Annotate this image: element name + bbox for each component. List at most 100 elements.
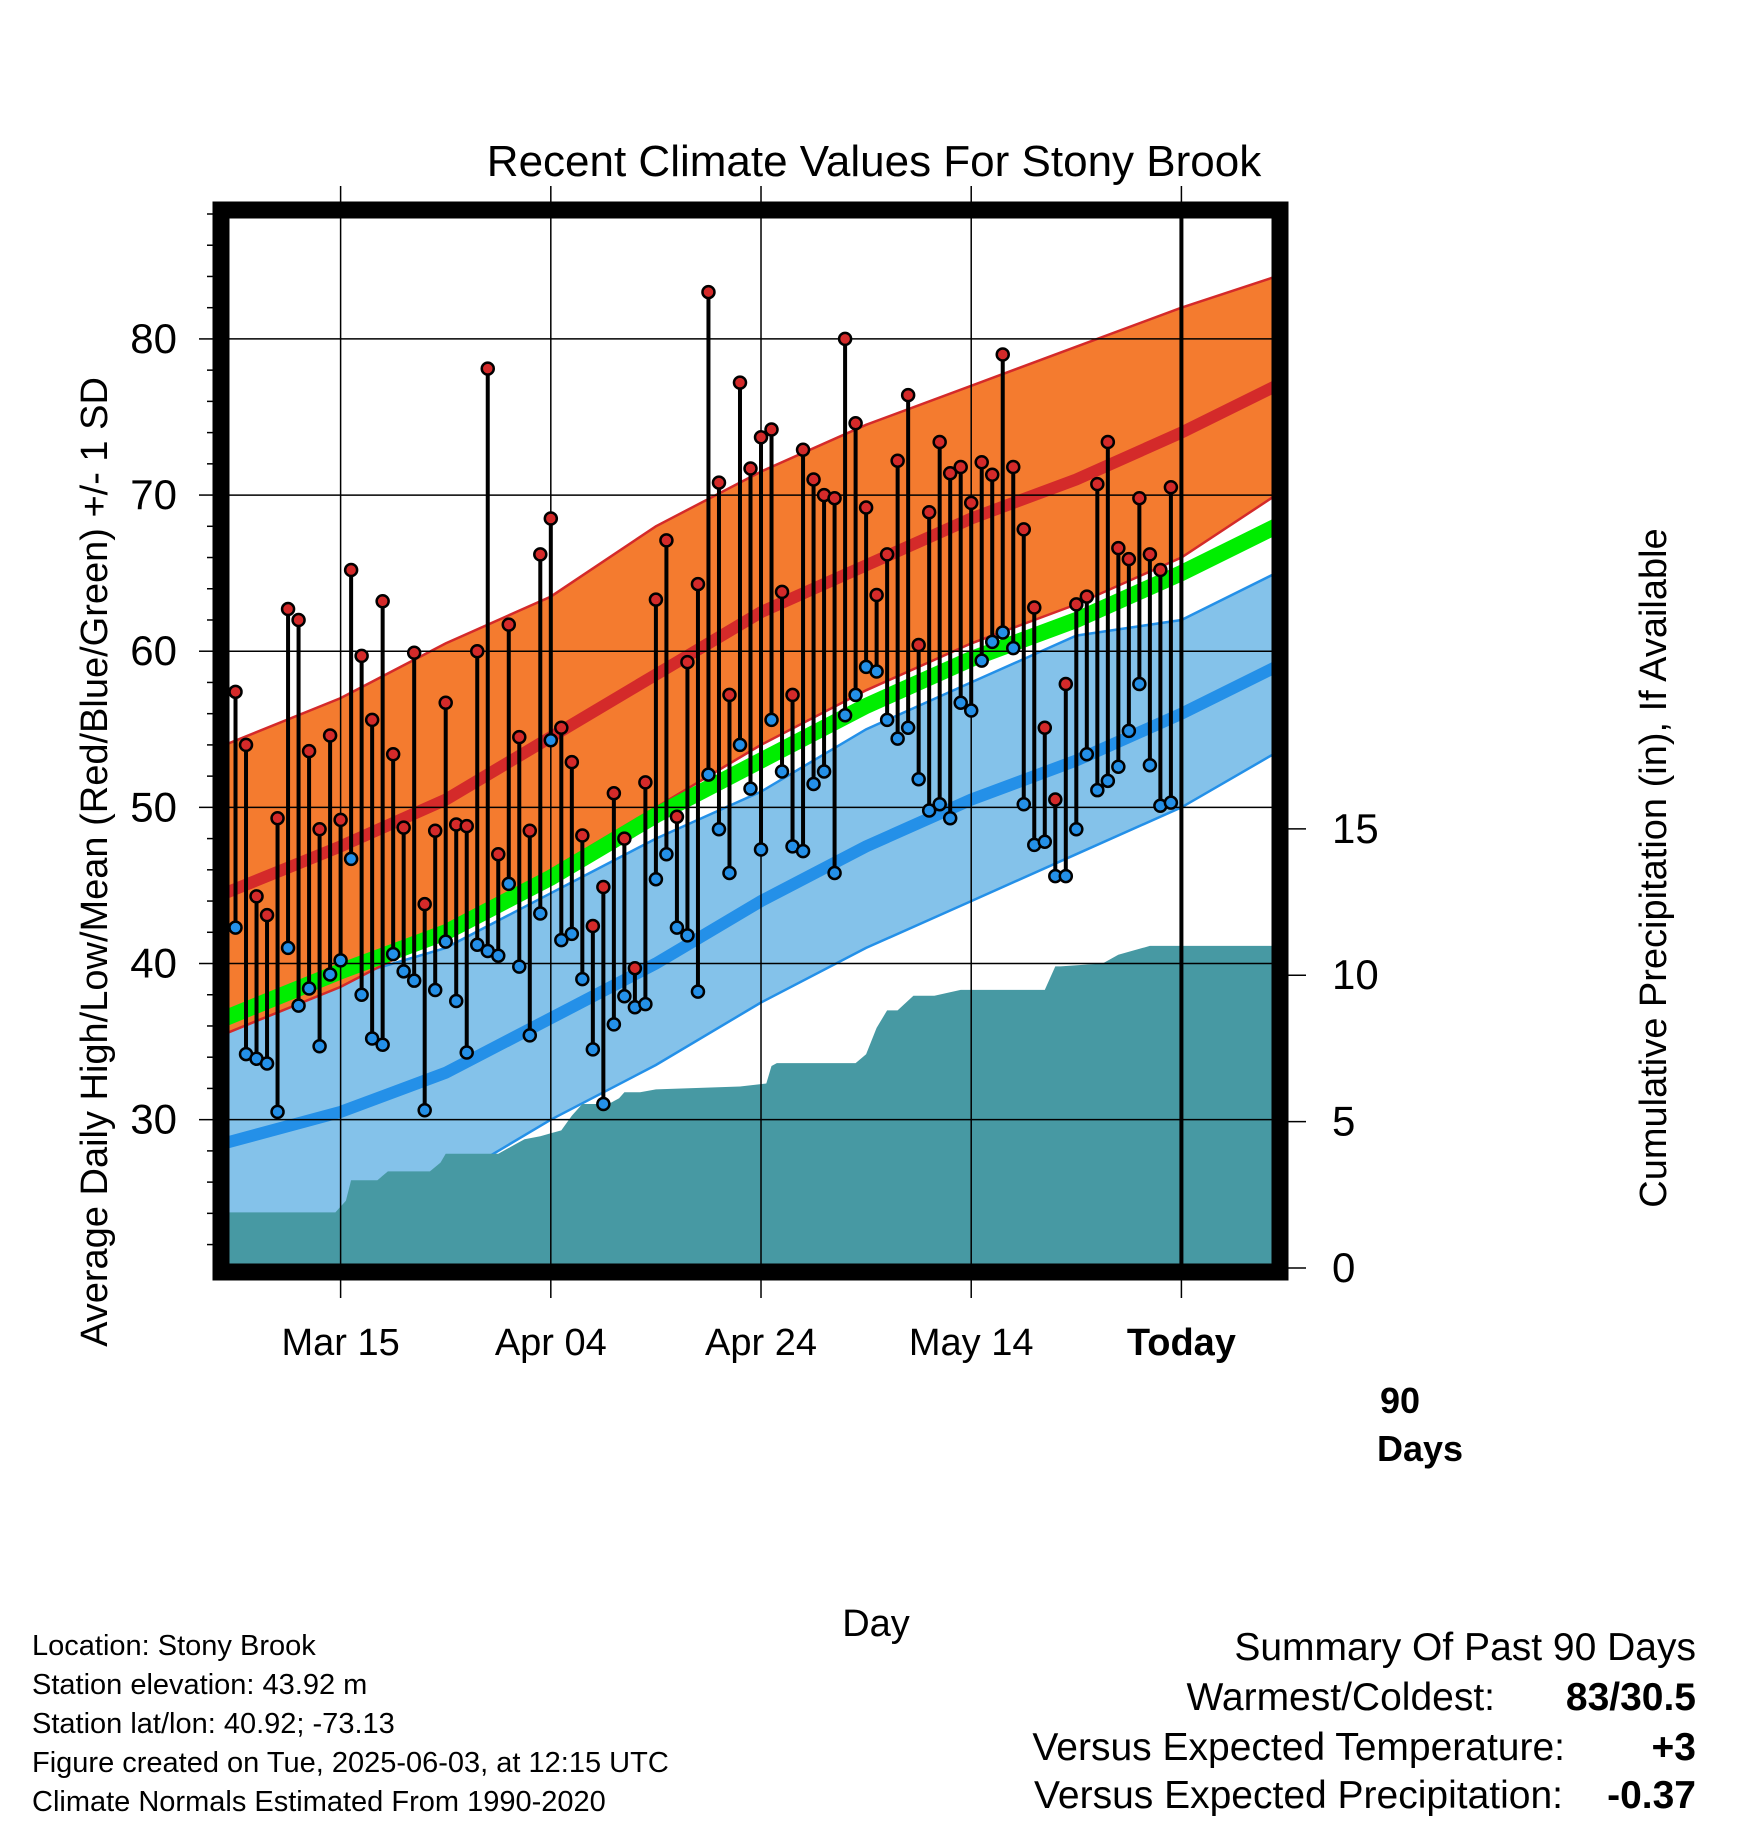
daily-high-point xyxy=(638,775,653,790)
daily-high-point xyxy=(280,601,296,617)
summary-temp-value: +3 xyxy=(1652,1726,1696,1769)
daily-low-point xyxy=(1100,773,1116,789)
daily-high-point xyxy=(1090,476,1105,492)
summary-precip-label: Versus Expected Precipitation: xyxy=(1034,1774,1563,1817)
daily-low-point xyxy=(1121,723,1137,739)
daily-low-point xyxy=(743,781,758,796)
daily-high-point xyxy=(627,960,643,976)
daily-low-point xyxy=(953,695,968,710)
daily-high-point xyxy=(837,331,853,347)
daily-high-point xyxy=(491,846,506,862)
daily-high-point xyxy=(354,648,369,664)
station-info: Location: Stony Brook Station elevation:… xyxy=(32,1630,669,1818)
daily-high-point xyxy=(596,879,611,895)
daily-low-point xyxy=(1090,782,1105,798)
daily-low-point xyxy=(638,996,653,1012)
daily-low-point xyxy=(1006,640,1021,656)
chart-title: Recent Climate Values For Stony Brook xyxy=(487,137,1262,186)
daily-low-point xyxy=(1163,795,1179,810)
daily-low-point xyxy=(343,851,359,867)
daily-low-point xyxy=(322,967,338,982)
daily-low-point xyxy=(974,653,989,668)
y-axis-title: Average Daily High/Low/Mean (Red/Blue/Gr… xyxy=(74,377,116,1347)
summary-precip-value: -0.37 xyxy=(1607,1774,1696,1817)
daily-low-point xyxy=(491,948,506,963)
daily-high-point xyxy=(1006,459,1021,475)
daily-high-point xyxy=(270,811,285,826)
x-tick-label: Apr 04 xyxy=(495,1322,607,1364)
daily-low-point xyxy=(554,932,569,948)
daily-high-point xyxy=(617,831,632,846)
daily-high-point xyxy=(984,467,1000,483)
daily-low-point xyxy=(911,772,926,787)
daily-low-point xyxy=(932,796,947,812)
daily-low-point xyxy=(522,1028,538,1043)
x-tick-label: Mar 15 xyxy=(281,1322,399,1364)
daily-high-point xyxy=(1132,490,1147,506)
daily-low-point xyxy=(606,1017,622,1032)
daily-high-point xyxy=(228,684,243,700)
daily-high-point xyxy=(869,587,884,603)
x-tick-label: Today xyxy=(1127,1322,1236,1364)
daily-low-point xyxy=(879,712,895,728)
daily-low-point xyxy=(512,959,527,974)
daily-low-point xyxy=(690,984,706,999)
daily-low-point xyxy=(921,803,937,818)
y-tick-label: 50 xyxy=(130,783,177,830)
daily-low-point xyxy=(333,953,348,968)
daily-high-point xyxy=(743,461,758,476)
daily-low-point xyxy=(827,865,842,881)
daily-high-point xyxy=(385,747,401,762)
daily-low-point xyxy=(396,964,411,979)
daily-high-point xyxy=(406,645,422,661)
daily-low-point xyxy=(1079,747,1095,762)
daily-high-point xyxy=(1016,522,1032,537)
daily-low-point xyxy=(1111,759,1126,775)
daily-high-point xyxy=(364,712,380,728)
daily-high-point xyxy=(459,818,474,834)
daily-high-point xyxy=(554,720,569,735)
daily-low-point xyxy=(659,846,674,862)
daily-low-point xyxy=(711,821,727,837)
daily-low-point xyxy=(543,732,559,748)
daily-low-point xyxy=(459,1045,474,1060)
daily-low-point xyxy=(669,920,685,935)
daily-low-point xyxy=(364,1031,380,1046)
y2-tick-label: 5 xyxy=(1332,1098,1355,1145)
daily-low-point xyxy=(848,687,863,703)
daily-low-point xyxy=(280,940,296,956)
daily-low-point xyxy=(585,1042,601,1057)
daily-low-point xyxy=(354,987,369,1002)
x-tick-label: Apr 24 xyxy=(705,1322,817,1364)
plot-content xyxy=(225,214,1276,1268)
info-normals: Climate Normals Estimated From 1990-2020 xyxy=(32,1786,606,1818)
daily-high-point xyxy=(680,654,695,670)
daily-low-point xyxy=(596,1096,611,1112)
info-latlon: Station lat/lon: 40.92; -73.13 xyxy=(32,1708,395,1740)
daily-low-point xyxy=(501,876,517,892)
y-tick-label: 30 xyxy=(130,1096,177,1143)
daily-high-point xyxy=(333,812,348,828)
daily-high-point xyxy=(669,809,685,824)
daily-low-point xyxy=(890,731,905,746)
daily-high-point xyxy=(606,786,622,801)
daily-high-point xyxy=(1153,562,1168,578)
daily-high-point xyxy=(711,475,727,490)
daily-low-point xyxy=(375,1037,390,1052)
daily-low-point xyxy=(701,767,716,782)
daily-high-point xyxy=(259,907,275,923)
summary-header: Summary Of Past 90 Days xyxy=(1234,1626,1696,1669)
daily-high-point xyxy=(533,547,548,562)
today-days-label-unit: Days xyxy=(1377,1428,1463,1469)
summary-warmest-coldest-value: 83/30.5 xyxy=(1566,1676,1696,1719)
daily-high-point xyxy=(438,695,453,710)
daily-low-point xyxy=(795,843,811,859)
daily-high-point xyxy=(753,430,769,445)
y-tick-label: 60 xyxy=(130,627,177,674)
daily-high-point xyxy=(238,737,254,753)
daily-high-point xyxy=(995,347,1010,362)
daily-high-point xyxy=(249,889,264,904)
info-location: Location: Stony Brook xyxy=(32,1630,316,1662)
daily-high-point xyxy=(942,465,958,481)
